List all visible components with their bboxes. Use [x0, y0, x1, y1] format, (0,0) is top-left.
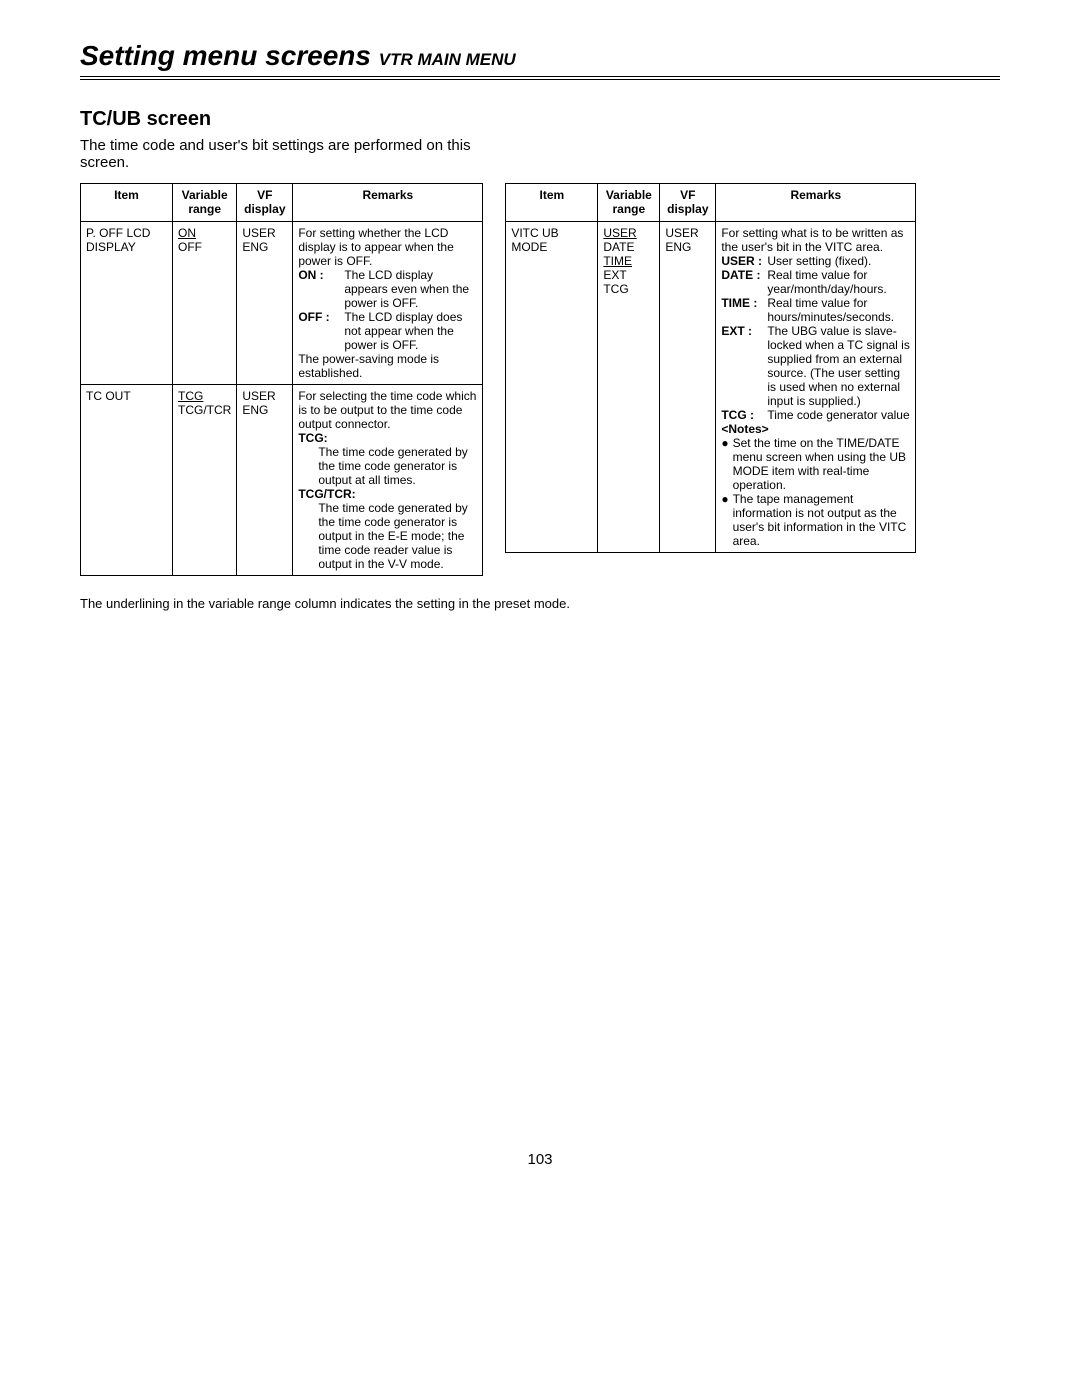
def-value: The LCD display does not appear when the… — [344, 310, 477, 352]
def-key: TIME : — [721, 296, 765, 324]
title-main: Setting menu screens — [80, 40, 371, 71]
section-title: TC/UB screen — [80, 108, 1000, 131]
range-option: DATE — [603, 240, 634, 254]
def-key-text: USER — [721, 254, 754, 268]
def-key: ON : — [298, 268, 342, 310]
def-value: Real time value for hours/minutes/second… — [767, 296, 910, 324]
def-key-text: EXT — [721, 324, 744, 338]
col-vf-l1: VF — [680, 188, 695, 202]
title-sub: VTR MAIN MENU — [379, 50, 516, 69]
right-table: Item Variable range VF display Remarks V… — [505, 183, 916, 553]
def-value: The UBG value is slave-locked when a TC … — [767, 324, 910, 408]
def-key: TCG : — [721, 408, 765, 422]
vf-text: ENG — [242, 240, 268, 254]
table-row: VITC UB MODE USER DATE TIME EXT TCG USER… — [506, 221, 916, 552]
col-range-l1: Variable — [182, 188, 228, 202]
col-vf-l2: display — [244, 202, 285, 216]
col-vf-l2: display — [667, 202, 708, 216]
footnote: The underlining in the variable range co… — [80, 596, 1000, 611]
def-value: Real time value for year/month/day/hours… — [767, 268, 910, 296]
col-range-l2: range — [188, 202, 221, 216]
range-option-preset: TCG — [178, 389, 203, 403]
def-key: DATE : — [721, 268, 765, 296]
col-vf: VF display — [660, 184, 716, 222]
remarks-text: The time code generated by the time code… — [298, 501, 477, 571]
bullet-icon: ● — [721, 492, 728, 548]
left-table: Item Variable range VF display Remarks P… — [80, 183, 483, 576]
range-option: TCG/TCR — [178, 403, 231, 417]
cell-range: TCG TCG/TCR — [173, 384, 237, 575]
table-row: TC OUT TCG TCG/TCR USER ENG For selectin… — [81, 384, 483, 575]
remarks-subhead: TCG/TCR: — [298, 487, 477, 501]
remarks-text: The power-saving mode is established. — [298, 352, 477, 380]
vf-text: USER — [242, 389, 275, 403]
item-text: DISPLAY — [86, 240, 136, 254]
def-value: The LCD display appears even when the po… — [344, 268, 477, 310]
range-option-preset: USER — [603, 226, 636, 240]
remarks-text: For setting whether the LCD display is t… — [298, 226, 477, 268]
note-text: The tape management information is not o… — [733, 492, 911, 548]
cell-range: ON OFF — [173, 221, 237, 384]
col-remarks: Remarks — [716, 184, 916, 222]
cell-remarks: For selecting the time code which is to … — [293, 384, 483, 575]
col-range: Variable range — [173, 184, 237, 222]
range-option: TCG — [603, 282, 628, 296]
range-option-preset: ON — [178, 226, 196, 240]
table-header-row: Item Variable range VF display Remarks — [506, 184, 916, 222]
bullet-icon: ● — [721, 436, 728, 492]
col-vf-l1: VF — [257, 188, 272, 202]
note-bullet: ● Set the time on the TIME/DATE menu scr… — [721, 436, 910, 492]
def-key: OFF : — [298, 310, 342, 352]
col-remarks: Remarks — [293, 184, 483, 222]
vf-text: ENG — [242, 403, 268, 417]
def-key: USER : — [721, 254, 765, 268]
cell-range: USER DATE TIME EXT TCG — [598, 221, 660, 552]
cell-item: TC OUT — [81, 384, 173, 575]
vf-text: USER — [242, 226, 275, 240]
title-rule — [80, 76, 1000, 80]
col-item: Item — [81, 184, 173, 222]
def-key-text: TCG — [721, 408, 746, 422]
cell-item: VITC UB MODE — [506, 221, 598, 552]
section-description: The time code and user's bit settings ar… — [80, 137, 500, 171]
col-range-l2: range — [612, 202, 645, 216]
table-row: P. OFF LCD DISPLAY ON OFF USER ENG For s… — [81, 221, 483, 384]
remarks-text: For selecting the time code which is to … — [298, 389, 477, 431]
remarks-text: For setting what is to be written as the… — [721, 226, 910, 254]
vf-text: ENG — [665, 240, 691, 254]
def-value: User setting (fixed). — [767, 254, 910, 268]
cell-item: P. OFF LCD DISPLAY — [81, 221, 173, 384]
def-key-text: ON — [298, 268, 316, 282]
col-range: Variable range — [598, 184, 660, 222]
col-vf: VF display — [237, 184, 293, 222]
cell-vf: USER ENG — [660, 221, 716, 552]
def-key-text: DATE — [721, 268, 753, 282]
def-value: Time code generator value — [767, 408, 910, 422]
cell-vf: USER ENG — [237, 384, 293, 575]
page-title: Setting menu screens VTR MAIN MENU — [80, 40, 1000, 72]
notes-header: <Notes> — [721, 422, 910, 436]
cell-vf: USER ENG — [237, 221, 293, 384]
range-option: EXT — [603, 268, 626, 282]
cell-remarks: For setting whether the LCD display is t… — [293, 221, 483, 384]
table-header-row: Item Variable range VF display Remarks — [81, 184, 483, 222]
def-key-text: TIME — [721, 296, 750, 310]
range-option: OFF — [178, 240, 202, 254]
col-range-l1: Variable — [606, 188, 652, 202]
vf-text: USER — [665, 226, 698, 240]
item-text: P. OFF LCD — [86, 226, 150, 240]
tables-container: Item Variable range VF display Remarks P… — [80, 183, 1000, 576]
def-key-text: OFF — [298, 310, 322, 324]
page-number: 103 — [80, 1151, 1000, 1168]
col-item: Item — [506, 184, 598, 222]
note-bullet: ● The tape management information is not… — [721, 492, 910, 548]
range-option-preset: TIME — [603, 254, 632, 268]
remarks-text: The time code generated by the time code… — [298, 445, 477, 487]
def-key: EXT : — [721, 324, 765, 408]
cell-remarks: For setting what is to be written as the… — [716, 221, 916, 552]
note-text: Set the time on the TIME/DATE menu scree… — [733, 436, 911, 492]
remarks-subhead: TCG: — [298, 431, 477, 445]
